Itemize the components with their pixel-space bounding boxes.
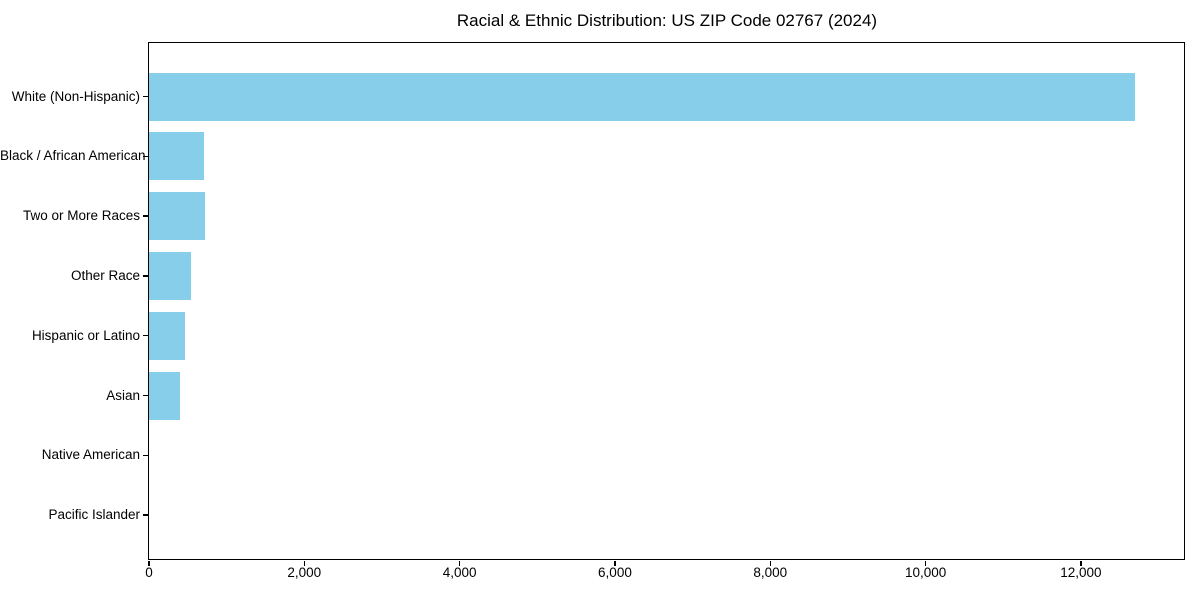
y-axis-tick: [143, 335, 148, 337]
category-label: Pacific Islander: [48, 507, 140, 523]
category-label: Hispanic or Latino: [31, 327, 140, 343]
bar-white-non-hispanic: [149, 72, 1136, 121]
x-axis-tick: [1080, 560, 1082, 566]
x-tick-label: 10,000: [904, 565, 947, 580]
category-label: Black / African American: [0, 148, 146, 164]
x-axis-tick: [769, 560, 771, 566]
x-axis-tick: [303, 560, 305, 566]
y-axis-tick: [143, 394, 148, 397]
x-tick-label: 2,000: [287, 565, 322, 580]
category-label: Asian: [106, 387, 140, 403]
x-axis-tick: [614, 560, 616, 566]
y-axis-tick: [143, 155, 148, 157]
bar-two-or-more-races: [149, 192, 205, 241]
x-tick-label: 6,000: [598, 565, 632, 580]
x-axis-tick: [458, 560, 461, 566]
category-label: Two or More Races: [22, 208, 140, 224]
bar-other-race: [149, 251, 192, 300]
y-axis-tick: [143, 95, 148, 98]
bar-asian: [149, 371, 181, 420]
x-axis-tick: [924, 560, 927, 566]
y-axis-tick: [143, 275, 148, 277]
category-label: Native American: [41, 447, 140, 463]
y-axis-tick: [143, 215, 148, 217]
x-tick-label: 0: [145, 565, 153, 580]
plot-area: [148, 42, 1185, 560]
x-axis-tick: [148, 560, 150, 566]
bar-black-african-american: [149, 132, 205, 181]
x-tick-label: 8,000: [753, 565, 788, 580]
x-tick-label: 4,000: [442, 565, 477, 580]
category-label: Other Race: [70, 267, 140, 283]
category-label: White (Non-Hispanic): [11, 88, 140, 104]
y-axis-tick: [143, 514, 148, 516]
bar-hispanic-or-latino: [149, 311, 186, 360]
x-tick-label: 12,000: [1060, 565, 1102, 580]
chart-title: Racial & Ethnic Distribution: US ZIP Cod…: [456, 11, 878, 30]
y-axis-tick: [143, 454, 148, 456]
